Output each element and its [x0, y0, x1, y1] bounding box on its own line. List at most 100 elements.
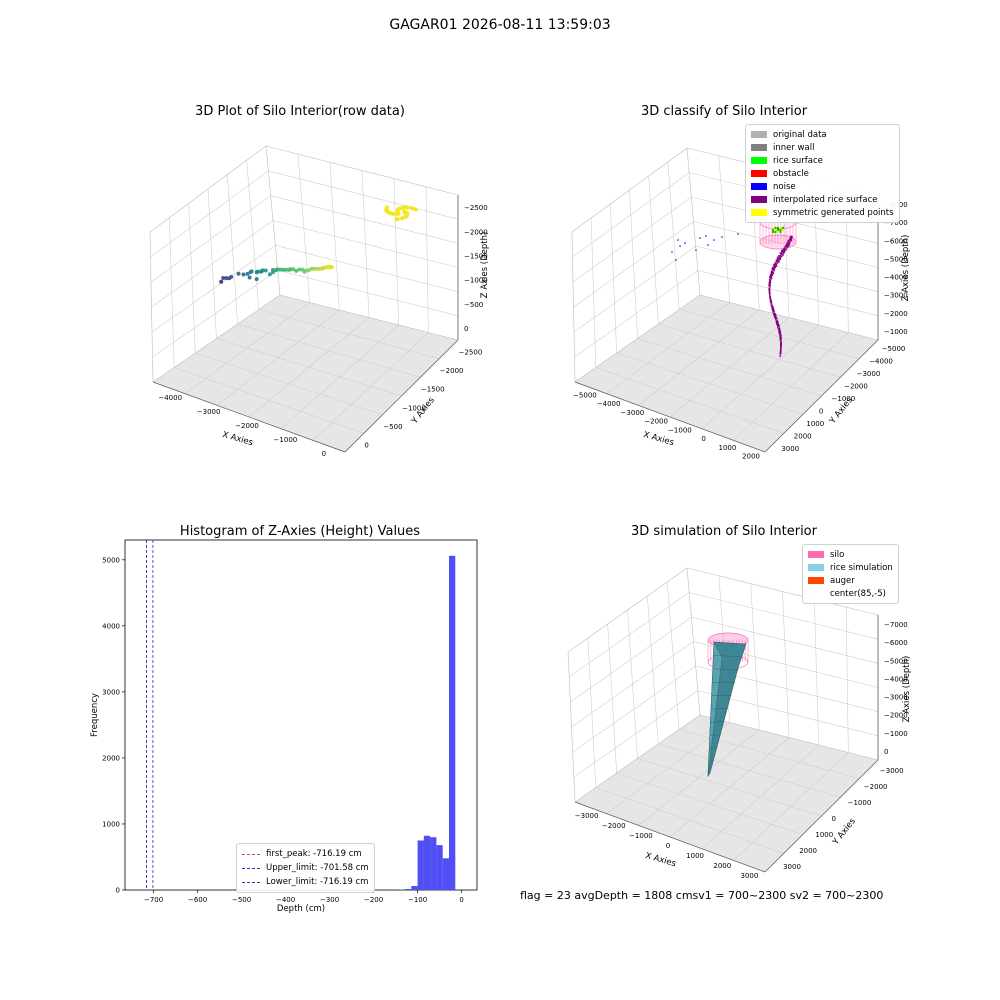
panel1-y-tick: 0 — [364, 442, 368, 450]
interpolated-point — [768, 278, 771, 281]
panel2-grid — [667, 161, 680, 310]
panel4-z-tick: −2000 — [884, 712, 908, 720]
raw-point — [395, 217, 400, 222]
raw-point — [245, 271, 250, 276]
y-tick-label: 2000 — [102, 754, 120, 762]
interpolated-point — [775, 259, 778, 261]
legend-label: rice simulation — [830, 562, 893, 573]
raw-point — [327, 264, 332, 269]
legend-line — [242, 881, 260, 883]
legend-swatch — [808, 577, 824, 584]
panel4-z-tick: −3000 — [884, 694, 908, 702]
interpolated-point — [777, 321, 779, 323]
panel4-x-tick: −1000 — [629, 832, 653, 840]
raw-point — [400, 205, 405, 210]
raw-point — [221, 276, 226, 280]
interpolated-point — [775, 260, 778, 263]
legend-swatch — [751, 131, 767, 138]
interpolated-point — [779, 354, 781, 356]
interpolated-point — [778, 326, 780, 328]
panel1-x-tick: −2000 — [235, 422, 259, 430]
raw-point — [288, 267, 293, 272]
panel4-x-tick: 3000 — [740, 872, 758, 880]
interpolated-point — [780, 347, 782, 350]
raw-point — [306, 268, 311, 273]
interpolated-point — [780, 341, 783, 343]
legend-item: original data — [751, 128, 894, 141]
panel4-edge — [686, 567, 701, 716]
interpolated-point — [776, 261, 779, 264]
interpolated-point — [780, 251, 783, 253]
interpolated-point — [771, 268, 773, 270]
panel1-zlabel: Z Axies (Depth) — [480, 232, 490, 299]
rice-surface-point — [776, 228, 780, 232]
interpolated-point — [773, 310, 775, 312]
interpolated-point — [784, 249, 787, 252]
surface-mesh-line — [713, 655, 743, 658]
interpolated-point — [779, 329, 781, 332]
panel4-z-tick: 0 — [884, 748, 888, 756]
panel2-grid — [733, 332, 849, 441]
interpolated-point — [779, 254, 782, 257]
raw-point — [303, 268, 308, 273]
panel1-grid — [207, 188, 217, 339]
interpolated-point — [771, 305, 774, 308]
histogram-ticks: −700 −600 −500 −400 −300 −200 −100 0 0 1000 2000 30… — [102, 556, 464, 904]
panel1-points — [219, 205, 418, 284]
panel2-z-tick: −4000 — [884, 274, 908, 282]
interpolated-point — [774, 312, 776, 315]
y-tick-label: 0 — [116, 887, 120, 895]
raw-point — [404, 205, 409, 210]
interpolated-point — [780, 346, 782, 348]
panel1-edge — [265, 145, 459, 196]
interpolated-point — [780, 343, 782, 346]
panel4-y-axis — [764, 759, 879, 873]
legend-item: center(85,-5) — [808, 587, 893, 600]
interpolated-point — [780, 253, 783, 255]
interpolated-point — [778, 256, 780, 258]
raw-scatter-3d: −4000 −3000 −2000 −1000 0 0 −500 −1000 −1500 −200… — [149, 145, 490, 458]
interpolated-point — [772, 308, 775, 311]
interpolated-point — [769, 298, 772, 301]
panel1-grid — [246, 160, 260, 310]
interpolated-point — [776, 257, 779, 260]
interpolated-point — [780, 249, 783, 252]
panel4-grid — [845, 607, 849, 753]
panel4-edge — [567, 567, 688, 653]
noise-point — [707, 244, 709, 246]
panel1-edge — [152, 294, 281, 383]
interpolated-point — [788, 238, 791, 241]
interpolated-point — [768, 283, 770, 286]
interpolated-point — [779, 258, 782, 261]
panel4-edge — [567, 651, 576, 803]
panel4-edge — [574, 714, 701, 803]
panel2-y-tick: −1000 — [832, 395, 856, 403]
histogram-legend: first_peak: -716.19 cm Upper_limit: -701.… — [236, 843, 375, 893]
noise-point — [737, 233, 739, 235]
panel2-y-tick: 0 — [819, 407, 823, 415]
panel1-edge — [149, 145, 267, 233]
panel4-z-tick: −7000 — [884, 621, 908, 629]
interpolated-point — [776, 260, 779, 262]
raw-point — [281, 267, 286, 272]
panel1-edge — [149, 231, 154, 383]
panel2-z-tick: −6000 — [884, 237, 908, 245]
panel2-y-tick: 2000 — [794, 432, 812, 440]
panel2-x-tick: −2000 — [644, 418, 668, 426]
raw-point — [236, 271, 241, 276]
interpolated-point — [779, 333, 782, 336]
histogram-frame — [124, 539, 478, 891]
panel4-y-tick: −3000 — [880, 767, 904, 775]
interpolated-point — [770, 271, 772, 273]
interpolated-point — [768, 284, 770, 287]
interpolated-point — [770, 272, 773, 274]
interpolated-point — [776, 258, 779, 261]
histogram-bar — [430, 837, 437, 890]
legend-label: first_peak: -716.19 cm — [266, 849, 362, 859]
legend-item: obstacle — [751, 167, 894, 180]
y-tick-label: 1000 — [102, 820, 120, 828]
legend-label: Lower_limit: -716.19 cm — [266, 877, 369, 887]
interpolated-point — [784, 247, 787, 249]
legend-swatch — [751, 196, 767, 203]
legend-label: obstacle — [773, 168, 809, 179]
